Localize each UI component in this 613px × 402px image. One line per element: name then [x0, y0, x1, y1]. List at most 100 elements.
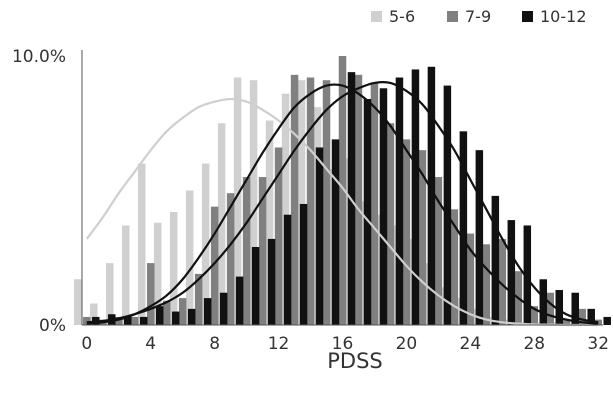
bar-7-9-x29: [546, 292, 555, 325]
bar-10-12-x13: [299, 203, 308, 325]
bar-10-12-x27: [523, 225, 532, 325]
legend-label-7-9: 7-9: [465, 7, 491, 26]
bar-10-12-x9: [235, 276, 244, 325]
bar-10-12-x23: [459, 131, 468, 325]
bar-7-9-x5: [162, 300, 171, 325]
fit-curve-5-6: [85, 97, 599, 327]
x-tick-label: 28: [523, 334, 545, 354]
tick-labels-group: 0 4 8 12 16 20 24 28 32 0% 10.0%: [12, 47, 609, 354]
bar-7-9-x28: [530, 306, 539, 325]
bar-10-12-x22: [443, 85, 452, 325]
bar-7-9-x26: [498, 238, 507, 325]
bar-7-9-x19: [386, 123, 395, 325]
legend-label-5-6: 5-6: [389, 7, 415, 26]
bar-10-12-x15: [331, 139, 340, 325]
bar-10-12-x4: [155, 306, 164, 325]
bar-10-12-x7: [203, 298, 212, 325]
bar-10-12-x19: [395, 77, 404, 326]
bars-group: [74, 56, 611, 326]
bar-10-12-x29: [555, 290, 564, 325]
bar-10-12-x18: [379, 88, 388, 325]
bar-10-12-x31: [587, 308, 595, 325]
legend-label-10-12: 10-12: [540, 7, 587, 26]
bar-5-6-x7: [185, 190, 194, 325]
bar-10-12-x12: [283, 214, 292, 325]
fit-curve-10-12: [86, 80, 599, 324]
bar-10-12-x11: [267, 238, 276, 325]
bar-7-9-x16: [338, 56, 347, 325]
bar-7-9-x25: [482, 244, 491, 325]
bar-7-9-x11: [258, 177, 267, 325]
bar-7-9-x12: [274, 147, 283, 325]
bar-10-12-x10: [251, 246, 260, 325]
x-tick-label: 8: [209, 334, 220, 354]
bar-10-12-x2: [124, 316, 132, 325]
x-tick-label: 20: [396, 334, 418, 354]
legend-swatch-7-9: [447, 11, 458, 22]
legend-swatch-5-6: [371, 11, 382, 22]
bar-10-12-x25: [491, 195, 500, 325]
y-tick-label: 0%: [39, 316, 66, 336]
y-tick-label: 10.0%: [12, 47, 66, 67]
bar-10-12-x28: [539, 279, 548, 325]
bar-7-9-x23: [450, 209, 459, 325]
bar-5-6-x2: [106, 263, 114, 325]
bar-5-6-x10: [233, 77, 242, 326]
bar-7-9-x14: [306, 77, 315, 326]
x-tick-label: 16: [332, 334, 354, 354]
bar-5-6-x3: [121, 225, 130, 325]
bar-7-9-x15: [322, 80, 331, 326]
bar-10-12-x17: [363, 99, 372, 325]
bar-7-9-x24: [466, 233, 475, 325]
bar-5-6-x9: [217, 123, 226, 325]
bar-10-12-x30: [571, 292, 579, 325]
bar-7-9-x0: [83, 316, 91, 325]
bar-7-9-x3: [130, 316, 139, 325]
bar-5-6-x13: [281, 93, 290, 325]
bar-10-12-x5: [171, 311, 180, 325]
bar-10-12-x20: [411, 69, 420, 325]
bar-7-9-x17: [354, 74, 363, 325]
bar-10-12-x26: [507, 220, 516, 325]
bar-5-6-x14: [297, 80, 306, 326]
legend: 5-6 7-9 10-12: [371, 7, 587, 26]
bar-5-6-x1: [90, 303, 98, 325]
x-tick-label: 24: [460, 334, 482, 354]
bar-5-6-x6: [169, 212, 178, 325]
bar-7-9-x6: [178, 298, 187, 325]
bar-5-6-x12: [265, 120, 274, 325]
bar-5-6-x4: [137, 163, 146, 325]
bar-10-12-x32: [603, 316, 611, 325]
bar-7-9-x21: [418, 150, 427, 325]
legend-swatch-10-12: [522, 11, 533, 22]
bar-10-12-x24: [475, 150, 484, 325]
bar-5-6-x11: [249, 80, 258, 326]
bar-7-9-x18: [370, 82, 379, 326]
bar-7-9-x10: [242, 177, 251, 325]
bar-10-12-x6: [187, 308, 196, 325]
x-tick-label: 12: [268, 334, 290, 354]
bar-7-9-x2: [115, 316, 123, 325]
bar-7-9-x9: [226, 193, 235, 325]
bar-7-9-x30: [562, 319, 570, 325]
x-tick-label: 32: [587, 334, 609, 354]
bar-7-9-x13: [290, 74, 299, 325]
bar-7-9-x4: [146, 263, 155, 325]
bar-7-9-x8: [210, 206, 219, 325]
x-axis-label: PDSS: [327, 349, 383, 373]
bar-7-9-x20: [402, 139, 411, 325]
bar-7-9-x7: [194, 273, 203, 325]
bar-10-12-x3: [139, 316, 148, 325]
fit-curves-group: [85, 80, 599, 327]
bar-7-9-x22: [434, 177, 443, 325]
bar-10-12-x8: [219, 292, 228, 325]
bar-5-6-x5: [153, 222, 162, 325]
bar-5-6-x8: [201, 163, 210, 325]
bar-7-9-x31: [578, 308, 586, 325]
fit-curve-7-9: [86, 83, 599, 325]
bar-5-6-x0: [74, 279, 82, 325]
bar-10-12-x14: [315, 147, 324, 325]
bar-10-12-x21: [427, 66, 436, 325]
